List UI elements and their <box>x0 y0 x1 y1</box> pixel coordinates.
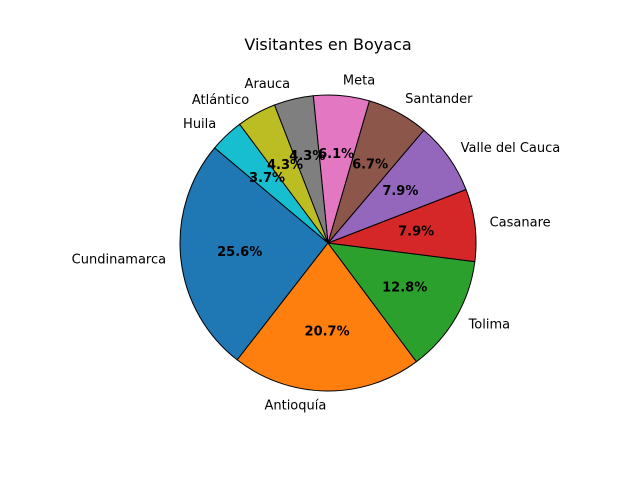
pie-labels: Cundinamarca 25.6% Antioquía 20.7% Tolima 12.… <box>72 73 561 413</box>
slice-percent-arauca: 4.3% <box>289 149 325 164</box>
slice-percent-huila: 3.7% <box>249 171 285 186</box>
slice-percent-santander: 6.7% <box>352 157 388 172</box>
slice-label-santander: Santander <box>405 92 473 107</box>
slice-label-casanare: Casanare <box>490 216 551 231</box>
slice-label-tolima: Tolima <box>468 318 511 333</box>
slice-label-meta: Meta <box>343 73 375 88</box>
slice-label-huila: Huila <box>183 117 216 132</box>
pie-slice-huila <box>214 123 329 244</box>
slice-label-antioquia: Antioquía <box>264 398 326 413</box>
chart-title: Visitantes en Boyaca <box>244 35 411 54</box>
pie-slice-cundinamarca <box>179 147 329 361</box>
slice-label-cundinamarca: Cundinamarca <box>72 253 166 268</box>
slice-label-arauca: Arauca <box>245 77 291 92</box>
pie-slices <box>179 94 477 392</box>
slice-percent-cundinamarca: 25.6% <box>217 245 262 260</box>
slice-percent-meta: 6.1% <box>318 147 354 162</box>
pie-slice-antioquia <box>236 242 417 392</box>
slice-percent-valle-del-cauca: 7.9% <box>382 184 418 199</box>
slice-percent-atlantico: 4.3% <box>267 158 303 173</box>
slice-label-valle-del-cauca: Valle del Cauca <box>461 141 561 156</box>
slice-percent-antioquia: 20.7% <box>305 324 350 339</box>
slice-percent-tolima: 12.8% <box>382 280 427 295</box>
pie-slice-tolima <box>327 242 476 363</box>
slice-label-atlantico: Atlántico <box>192 93 249 108</box>
slice-percent-casanare: 7.9% <box>398 225 434 240</box>
